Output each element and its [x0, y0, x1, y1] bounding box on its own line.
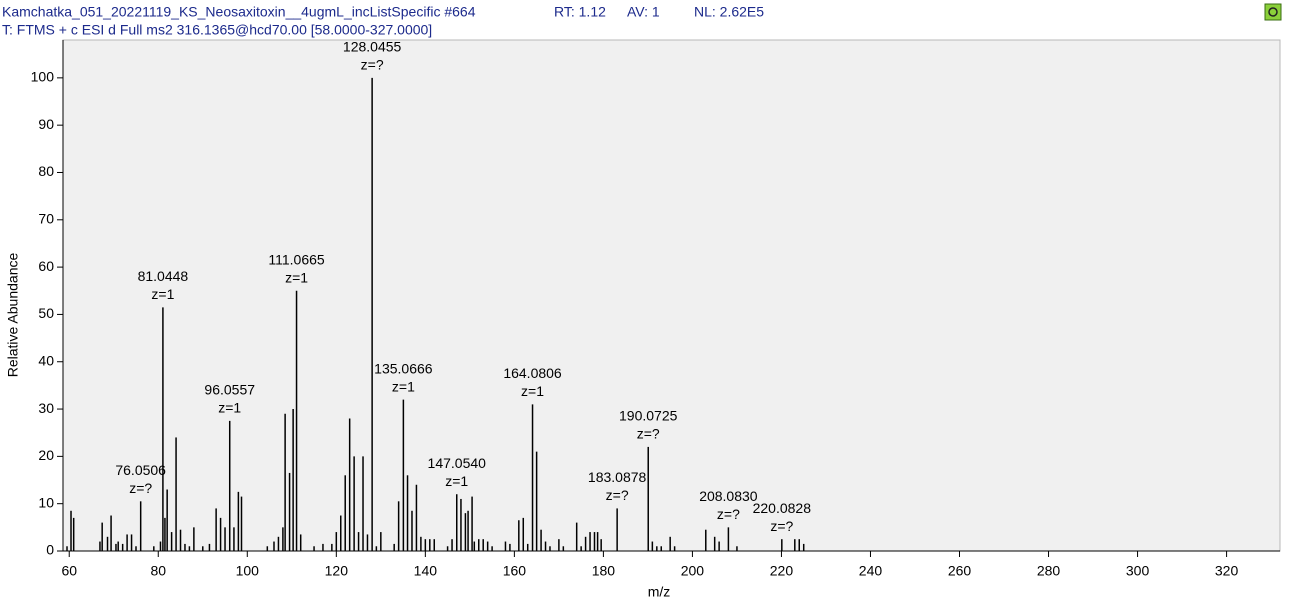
peak-charge: z=1 [285, 269, 308, 285]
x-tick-label: 300 [1126, 563, 1150, 579]
peak-label: 147.0540 [428, 455, 487, 471]
x-tick-label: 60 [61, 563, 77, 579]
y-tick-label: 100 [31, 69, 55, 85]
x-tick-label: 180 [592, 563, 616, 579]
y-tick-label: 80 [38, 163, 54, 179]
x-axis-label: m/z [648, 584, 671, 600]
header-title: Kamchatka_051_20221119_KS_Neosaxitoxin__… [2, 4, 476, 20]
peak-charge: z=? [606, 487, 629, 503]
y-tick-label: 70 [38, 210, 54, 226]
x-tick-label: 320 [1215, 563, 1239, 579]
x-tick-label: 160 [503, 563, 527, 579]
pin-icon[interactable] [1264, 3, 1282, 21]
peak-label: 164.0806 [503, 365, 562, 381]
y-tick-label: 90 [38, 116, 54, 132]
peak-label: 135.0666 [374, 360, 433, 376]
peak-label: 190.0725 [619, 408, 678, 424]
header-nl: NL: 2.62E5 [694, 4, 764, 20]
peak-charge: z=? [637, 426, 660, 442]
y-tick-label: 30 [38, 400, 54, 416]
y-tick-label: 0 [46, 542, 54, 558]
plot-area [62, 39, 1281, 552]
y-tick-label: 20 [38, 447, 54, 463]
peak-label: 208.0830 [699, 488, 758, 504]
x-tick-label: 200 [681, 563, 705, 579]
x-tick-label: 280 [1037, 563, 1061, 579]
y-tick-label: 10 [38, 494, 54, 510]
peak-label: 128.0455 [343, 39, 402, 55]
x-tick-label: 260 [948, 563, 972, 579]
header-scan: T: FTMS + c ESI d Full ms2 316.1365@hcd7… [2, 22, 432, 38]
peak-charge: z=? [770, 518, 793, 534]
x-tick-label: 140 [414, 563, 438, 579]
header-av: AV: 1 [627, 4, 660, 20]
peak-label: 183.0878 [588, 469, 647, 485]
x-tick-label: 220 [770, 563, 794, 579]
y-tick-label: 60 [38, 258, 54, 274]
peak-charge: z=? [361, 57, 384, 73]
peak-charge: z=1 [521, 383, 544, 399]
peak-label: 96.0557 [204, 382, 255, 398]
peak-charge: z=1 [151, 286, 174, 302]
y-tick-label: 40 [38, 352, 54, 368]
peak-charge: z=? [129, 480, 152, 496]
peak-charge: z=? [717, 506, 740, 522]
peak-charge: z=1 [445, 473, 468, 489]
peak-charge: z=1 [218, 400, 241, 416]
peak-label: 111.0665 [268, 251, 325, 267]
header-rt: RT: 1.12 [554, 4, 606, 20]
x-tick-label: 240 [859, 563, 883, 579]
x-tick-label: 120 [325, 563, 349, 579]
y-axis-label: Relative Abundance [5, 253, 21, 378]
x-tick-label: 80 [150, 563, 166, 579]
peak-charge: z=1 [392, 378, 415, 394]
peak-label: 81.0448 [138, 268, 189, 284]
y-tick-label: 50 [38, 305, 54, 321]
x-tick-label: 100 [236, 563, 260, 579]
peak-label: 220.0828 [753, 500, 812, 516]
peak-label: 76.0506 [115, 462, 166, 478]
